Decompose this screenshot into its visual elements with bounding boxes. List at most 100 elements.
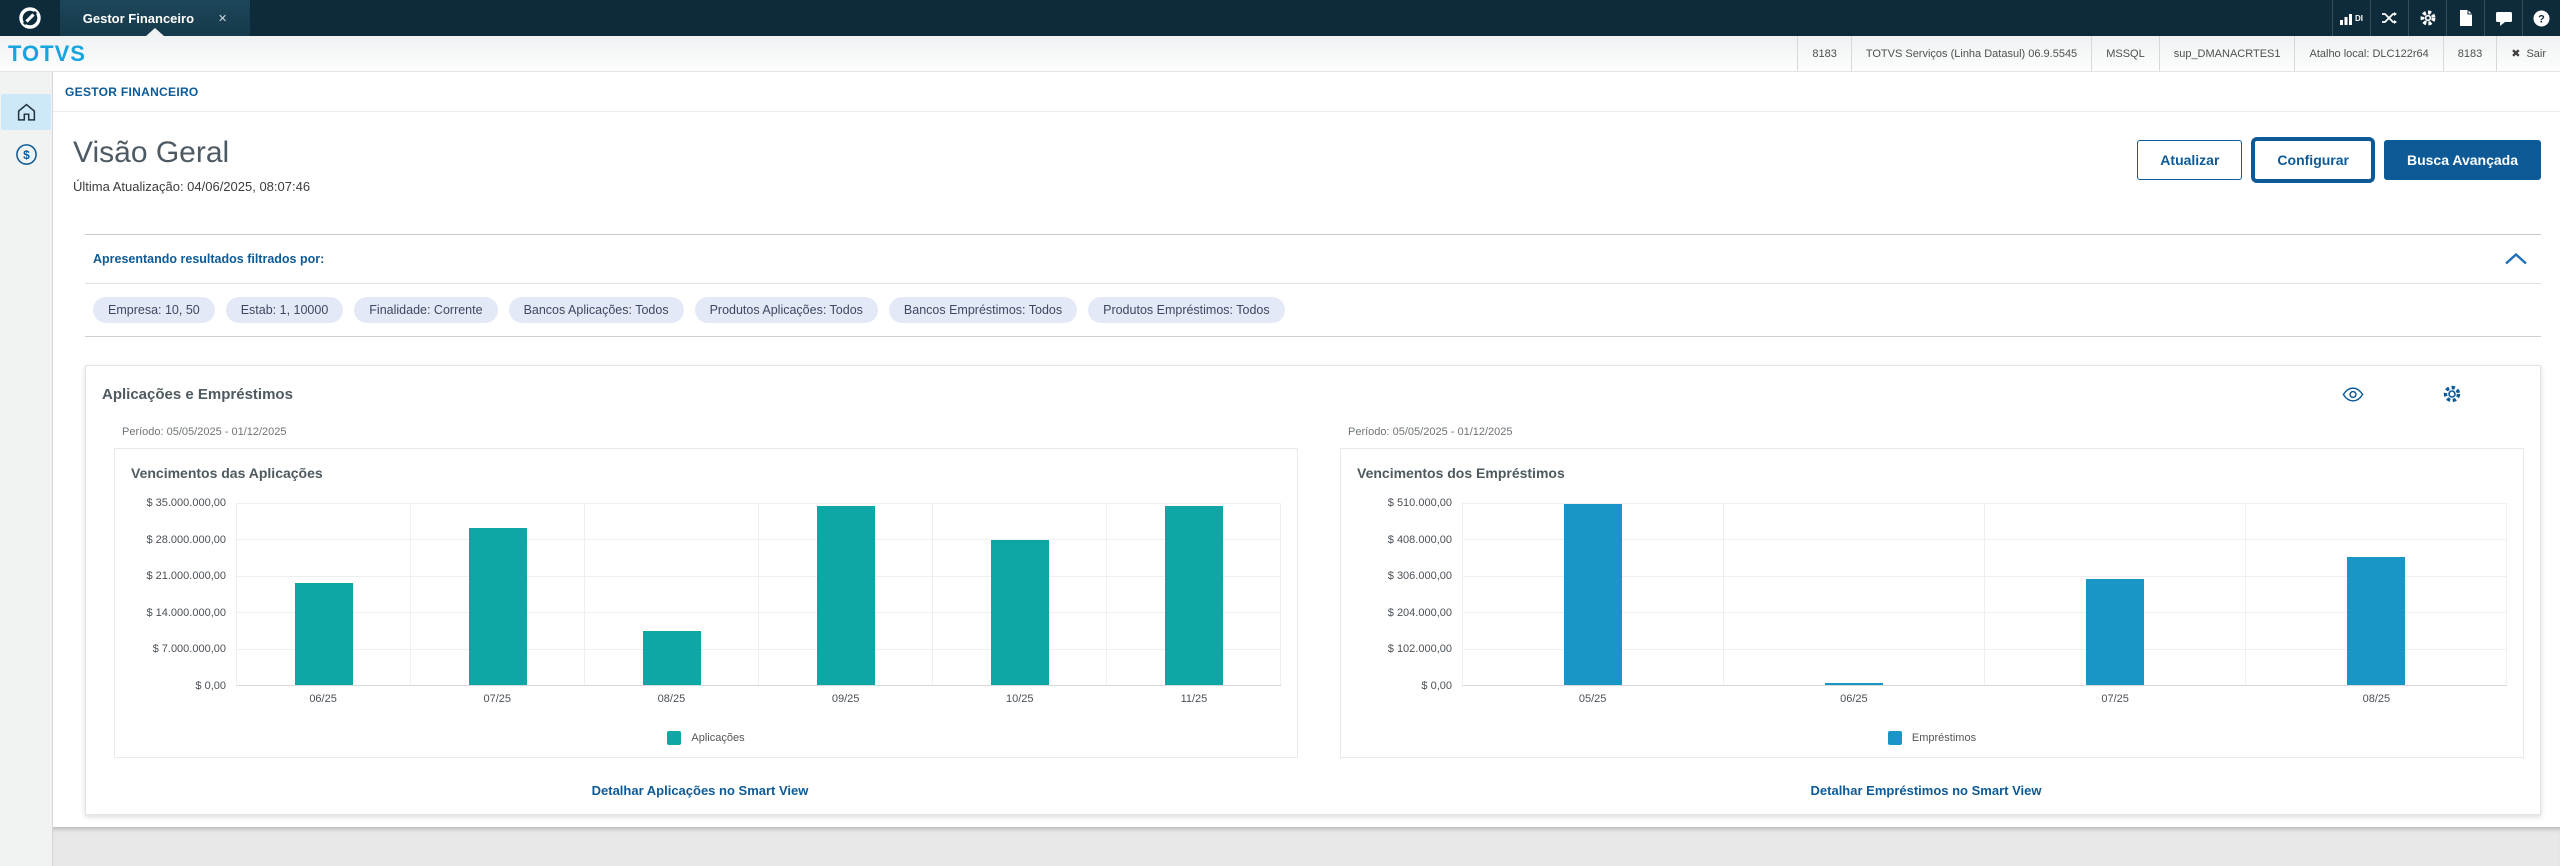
legend: Empréstimos [1357,731,2507,745]
session-info: 8183 TOTVS Serviços (Linha Datasul) 06.9.… [1797,36,2560,71]
x-axis-label: 07/25 [483,693,512,705]
help-icon[interactable]: ? [2522,0,2560,36]
category-slot [1463,503,1724,685]
x-axis-label: 11/25 [1180,693,1208,705]
exit-button[interactable]: ✖ Sair [2496,36,2560,71]
y-axis-label: $ 102.000,00 [1387,643,1452,656]
category-slot [1107,503,1281,685]
refresh-button[interactable]: Atualizar [2137,140,2243,180]
sidebar-item-home[interactable] [1,94,51,130]
link-row: Detalhar Empréstimos no Smart View [1328,782,2524,800]
gridline [1463,503,2507,504]
y-axis-label: $ 7.000.000,00 [152,643,226,656]
chevron-up-icon [2505,252,2527,265]
title-row: Visão Geral Última Atualização: 04/06/20… [53,112,2560,194]
y-axis-label: $ 28.000.000,00 [146,533,226,546]
bar [990,540,1049,685]
gridline [237,648,1281,650]
x-axis-row: 05/25 06/25 07/25 08/25 [1357,686,2507,705]
content: GESTOR FINANCEIRO Visão Geral Última Atu… [53,72,2560,866]
di-label: DI [2355,13,2363,23]
configure-button[interactable]: Configurar [2254,140,2372,180]
y-axis-label: $ 306.000,00 [1387,570,1452,583]
gridline [1463,539,2507,541]
bar [1825,682,1883,685]
gridline [1463,648,2507,650]
tab-gestor-financeiro[interactable]: Gestor Financeiro ✕ [60,0,250,36]
session-info-item: TOTVS Serviços (Linha Datasul) 06.9.5545 [1850,36,2091,71]
page-bottom-strip [53,827,2560,866]
filter-chip: Finalidade: Corrente [354,297,498,323]
slots [1463,503,2507,685]
gridline [1463,575,2507,577]
tab-close-icon[interactable]: ✕ [218,12,228,25]
y-axis-label: $ 510.000,00 [1387,497,1452,509]
slots [237,503,1281,685]
sidebar-item-financial[interactable]: $ [1,136,51,172]
y-axis-label: $ 204.000,00 [1387,606,1452,619]
chat-icon[interactable] [2484,0,2522,36]
session-info-item: 8183 [2442,36,2496,71]
category-slot [1985,503,2246,685]
smartview-link[interactable]: Detalhar Aplicações no Smart View [591,783,809,798]
collapse-filters-button[interactable] [2503,252,2529,266]
bar [1164,505,1223,685]
svg-text:$: $ [23,147,30,161]
gridline [1463,612,2507,614]
x-axis-label: 06/25 [1840,693,1868,705]
chart-period: Período: 05/05/2025 - 01/12/2025 [122,426,287,438]
category-slot [585,503,759,685]
x-axis-label: 08/25 [657,693,686,705]
last-update-label: Última Atualização: 04/06/2025, 08:07:46 [73,179,311,194]
y-axis-label: $ 0,00 [1421,680,1452,692]
totvs-mark-icon [0,0,60,36]
dollar-circle-icon: $ [15,143,37,165]
breadcrumb[interactable]: GESTOR FINANCEIRO [65,84,199,99]
exit-label: Sair [2526,47,2546,60]
bar [2347,556,2405,685]
top-bar: Gestor Financeiro ✕ DI [0,0,2560,36]
x-axis: 06/25 07/25 08/25 09/25 10/25 11/25 [236,686,1281,705]
bar [816,505,875,685]
totvs-wordmark: TOTVS [8,40,86,66]
bar [2086,579,2144,685]
gridline [237,612,1281,614]
toolbar: Atualizar Configurar Busca Avançada [2137,140,2541,180]
filter-header: Apresentando resultados filtrados por: [85,235,2541,284]
y-axis: $ 510.000,00 $ 408.000,00 $ 306.000,00 $ 20… [1357,497,1462,692]
gridline [237,539,1281,541]
legend: Aplicações [131,731,1281,745]
x-axis-label: 10/25 [1006,693,1034,705]
advanced-search-button[interactable]: Busca Avançada [2383,140,2541,180]
y-axis-label: $ 35.000.000,00 [146,497,226,509]
metrics-di-icon[interactable]: DI [2332,0,2370,36]
smartview-link[interactable]: Detalhar Empréstimos no Smart View [1810,783,2042,798]
bar [294,583,353,685]
category-slot [411,503,585,685]
gear-icon[interactable] [2442,384,2462,404]
legend-label: Aplicações [691,732,745,744]
exchange-icon[interactable] [2370,0,2408,36]
gridline [237,575,1281,577]
category-slot [237,503,411,685]
y-axis-label: $ 21.000.000,00 [146,570,226,583]
chart-box: Vencimentos dos Empréstimos $ 510.000,00… [1340,448,2524,758]
gear-icon[interactable] [2408,0,2446,36]
document-icon[interactable] [2446,0,2484,36]
session-info-item: 8183 [1797,36,1850,71]
plot-wrap: $ 35.000.000,00 $ 28.000.000,00 $ 21.000.0… [131,497,1281,692]
chart-title: Vencimentos dos Empréstimos [1357,465,1565,481]
eye-icon[interactable] [2342,384,2364,404]
filter-chip: Bancos Aplicações: Todos [508,297,684,323]
home-icon [17,103,35,121]
x-axis-label: 08/25 [2362,693,2391,705]
category-slot [759,503,933,685]
filter-chip: Produtos Empréstimos: Todos [1088,297,1285,323]
filter-chips: Empresa: 10, 50 Estab: 1, 10000 Finalidade… [85,284,2541,337]
bar [642,630,701,685]
y-axis-label: $ 0,00 [195,680,226,692]
plot-wrap: $ 510.000,00 $ 408.000,00 $ 306.000,00 $ 20… [1357,497,2507,692]
x-icon: ✖ [2511,48,2521,60]
filter-section: Apresentando resultados filtrados por: E… [85,234,2541,337]
link-row: Detalhar Aplicações no Smart View [102,782,1298,800]
